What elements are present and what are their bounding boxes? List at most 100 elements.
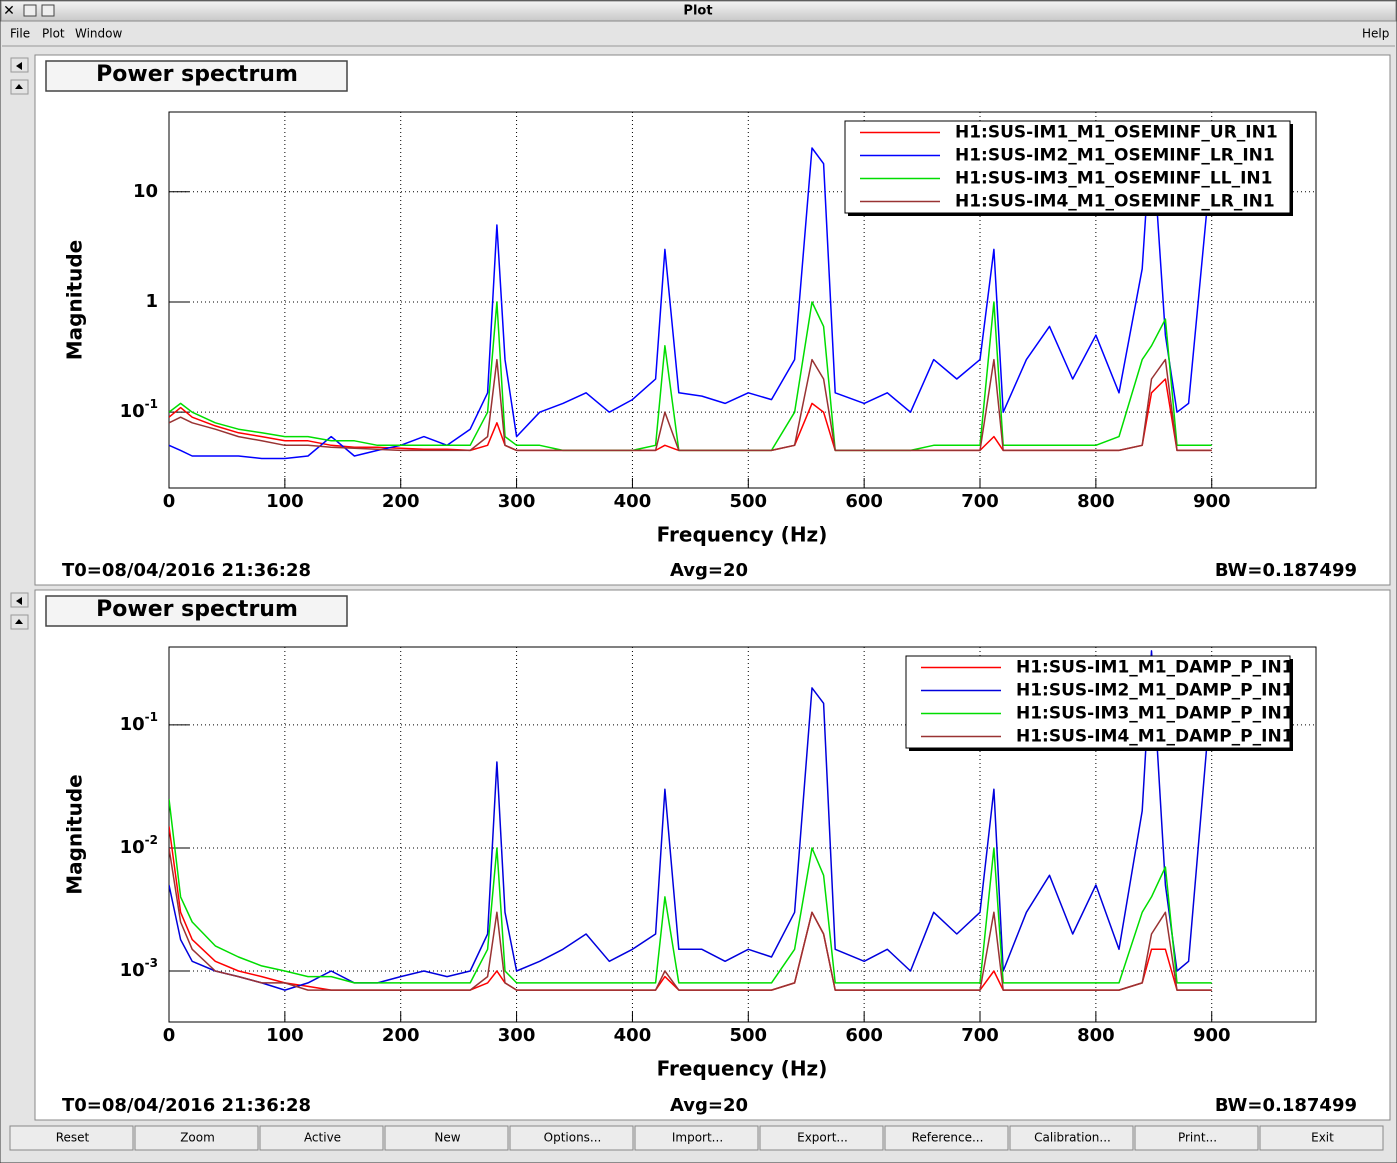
button-label[interactable]: Active	[304, 1131, 341, 1145]
y-axis-label: Magnitude	[63, 240, 87, 361]
y-axis-label: Magnitude	[63, 774, 87, 895]
legend	[844, 120, 1291, 214]
scroll-button[interactable]	[10, 79, 29, 95]
button-label[interactable]: Print...	[1178, 1131, 1217, 1145]
scroll-button[interactable]	[10, 57, 29, 73]
scroll-button[interactable]	[10, 614, 29, 630]
x-tick-label: 700	[961, 1025, 999, 1046]
x-tick-label: 200	[382, 1025, 420, 1046]
legend-label: H1:SUS-IM4_M1_OSEMINF_LR_IN1	[955, 192, 1275, 212]
legend-label: H1:SUS-IM1_M1_OSEMINF_UR_IN1	[955, 123, 1278, 143]
legend-label: H1:SUS-IM2_M1_DAMP_P_IN1	[1016, 681, 1294, 701]
button-label[interactable]: Reset	[56, 1131, 90, 1145]
x-tick-label: 300	[498, 1025, 536, 1046]
series-group	[169, 124, 1213, 460]
legend-label: H1:SUS-IM4_M1_DAMP_P_IN1	[1016, 727, 1294, 747]
window-title: Plot	[683, 4, 712, 19]
chart-panel: Power spectrum 0 100 200 300 400 500 600 700 800 9…	[10, 589, 1391, 1121]
footer-avg: Avg=20	[670, 560, 748, 581]
x-tick-label: 600	[845, 1025, 883, 1046]
button[interactable]	[884, 1125, 1009, 1151]
x-tick-label: 900	[1193, 491, 1231, 512]
x-axis-label: Frequency (Hz)	[657, 523, 828, 547]
legend	[905, 655, 1291, 749]
title-box	[45, 595, 348, 627]
tick-exponent: -3	[145, 955, 158, 969]
x-tick-label: 600	[845, 491, 883, 512]
button-label[interactable]: New	[434, 1131, 460, 1145]
spectrum-line	[169, 124, 1213, 460]
x-tick-label: 200	[382, 491, 420, 512]
button[interactable]	[634, 1125, 759, 1151]
button-label[interactable]: Export...	[797, 1131, 848, 1145]
x-tick-label: 700	[961, 491, 999, 512]
menu-item[interactable]: Help	[1362, 27, 1389, 41]
button[interactable]	[1259, 1125, 1384, 1151]
legend-label: H1:SUS-IM3_M1_DAMP_P_IN1	[1016, 704, 1294, 724]
button[interactable]	[759, 1125, 884, 1151]
spectrum-line	[169, 847, 1212, 991]
title-box	[45, 60, 348, 92]
button[interactable]	[1009, 1125, 1134, 1151]
scroll-arrow-up[interactable]	[16, 62, 22, 70]
close-icon[interactable]: ✕	[3, 3, 15, 19]
x-tick-label: 400	[614, 491, 652, 512]
footer-avg: Avg=20	[670, 1095, 748, 1116]
x-tick-label: 100	[266, 1025, 304, 1046]
tick-exponent: -1	[145, 709, 158, 723]
button-label[interactable]: Exit	[1311, 1131, 1334, 1145]
x-tick-label: 900	[1193, 1025, 1231, 1046]
button-label[interactable]: Import...	[672, 1131, 723, 1145]
tick-exponent: -1	[145, 397, 158, 411]
x-tick-label: 500	[730, 491, 768, 512]
title-bar	[0, 0, 1397, 22]
button-label[interactable]: Options...	[544, 1131, 602, 1145]
series-group	[169, 650, 1213, 991]
menu-item[interactable]: Plot	[42, 27, 65, 41]
maximize-button[interactable]	[41, 4, 55, 17]
tick-base: 10	[120, 714, 145, 735]
spectrum-line	[169, 650, 1213, 991]
y-tick-label: 10-2	[120, 832, 158, 858]
footer-bw: BW=0.187499	[1215, 1095, 1357, 1116]
spectrum-line	[169, 358, 1212, 452]
x-tick-label: 800	[1077, 491, 1115, 512]
button-label[interactable]: Zoom	[180, 1131, 215, 1145]
button[interactable]	[259, 1125, 384, 1151]
scroll-arrow-down[interactable]	[15, 84, 23, 89]
tick-base: 10	[120, 401, 145, 422]
scroll-arrow-up[interactable]	[16, 597, 22, 605]
y-tick-label: 10	[133, 181, 158, 202]
chart-panel: Power spectrum 0 100 200 300 400 500 600 700 800 9…	[10, 54, 1391, 586]
x-tick-label: 300	[498, 491, 536, 512]
y-tick-label: 1	[145, 291, 158, 312]
button[interactable]	[1134, 1125, 1259, 1151]
spectrum-line	[169, 798, 1212, 984]
y-tick-label: 10-1	[120, 709, 158, 735]
footer-bw: BW=0.187499	[1215, 560, 1357, 581]
button[interactable]	[134, 1125, 259, 1151]
menu-item[interactable]: Window	[75, 27, 123, 41]
x-tick-label: 800	[1077, 1025, 1115, 1046]
x-tick-label: 400	[614, 1025, 652, 1046]
minimize-button[interactable]	[23, 4, 37, 17]
tick-exponent: -2	[145, 832, 158, 846]
button[interactable]	[384, 1125, 509, 1151]
scroll-button[interactable]	[10, 592, 29, 608]
button-label[interactable]: Reference...	[912, 1131, 984, 1145]
x-axis-label: Frequency (Hz)	[657, 1057, 828, 1081]
button[interactable]	[9, 1125, 134, 1151]
legend-label: H1:SUS-IM3_M1_OSEMINF_LL_IN1	[955, 169, 1272, 189]
scroll-arrow-down[interactable]	[15, 619, 23, 624]
y-tick-label: 10-3	[120, 955, 158, 981]
menu-item[interactable]: File	[10, 27, 30, 41]
x-tick-label: 0	[163, 491, 176, 512]
x-tick-label: 0	[163, 1025, 176, 1046]
button-label[interactable]: Calibration...	[1034, 1131, 1111, 1145]
button[interactable]	[509, 1125, 634, 1151]
footer-t0: T0=08/04/2016 21:36:28	[62, 560, 311, 581]
button-bar: Reset Zoom Active New Options... Import... Exp…	[9, 1125, 1384, 1151]
chart-title: Power spectrum	[96, 62, 298, 87]
